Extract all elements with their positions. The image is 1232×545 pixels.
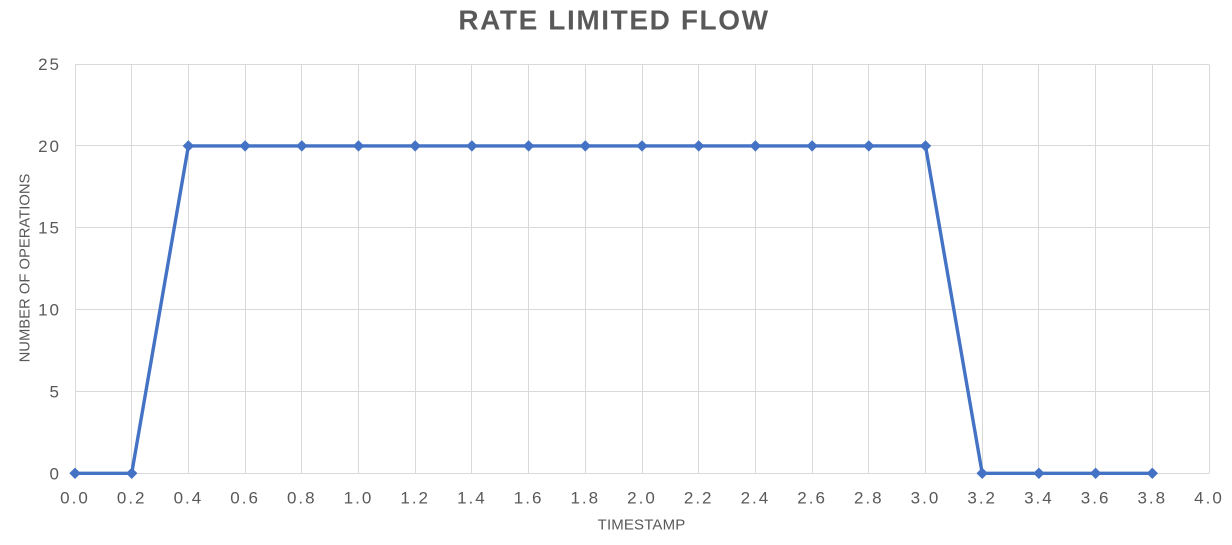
svg-text:3.0: 3.0: [911, 489, 941, 508]
svg-text:TIMESTAMP: TIMESTAMP: [598, 517, 686, 534]
svg-text:0.0: 0.0: [60, 489, 90, 508]
svg-text:0.6: 0.6: [230, 489, 260, 508]
svg-text:4.0: 4.0: [1194, 489, 1224, 508]
svg-text:2.6: 2.6: [797, 489, 827, 508]
svg-text:10: 10: [38, 301, 61, 320]
svg-text:2.4: 2.4: [741, 489, 771, 508]
svg-text:1.0: 1.0: [344, 489, 374, 508]
svg-text:15: 15: [38, 219, 61, 238]
svg-text:NUMBER OF OPERATIONS: NUMBER OF OPERATIONS: [18, 173, 34, 362]
svg-text:1.2: 1.2: [400, 489, 430, 508]
svg-text:3.2: 3.2: [967, 489, 997, 508]
svg-text:2.0: 2.0: [627, 489, 657, 508]
svg-text:RATE LIMITED FLOW: RATE LIMITED FLOW: [458, 5, 769, 36]
svg-text:1.6: 1.6: [514, 489, 544, 508]
svg-text:0.8: 0.8: [287, 489, 317, 508]
svg-text:20: 20: [38, 137, 61, 156]
svg-text:25: 25: [38, 55, 61, 74]
svg-text:0.2: 0.2: [117, 489, 147, 508]
svg-text:3.4: 3.4: [1024, 489, 1054, 508]
svg-text:2.8: 2.8: [854, 489, 884, 508]
svg-text:1.8: 1.8: [570, 489, 600, 508]
svg-text:2.2: 2.2: [684, 489, 714, 508]
svg-text:5: 5: [50, 382, 61, 401]
svg-text:3.8: 3.8: [1137, 489, 1167, 508]
svg-text:0: 0: [50, 464, 61, 483]
svg-text:1.4: 1.4: [457, 489, 487, 508]
svg-text:3.6: 3.6: [1081, 489, 1111, 508]
svg-text:0.4: 0.4: [174, 489, 204, 508]
